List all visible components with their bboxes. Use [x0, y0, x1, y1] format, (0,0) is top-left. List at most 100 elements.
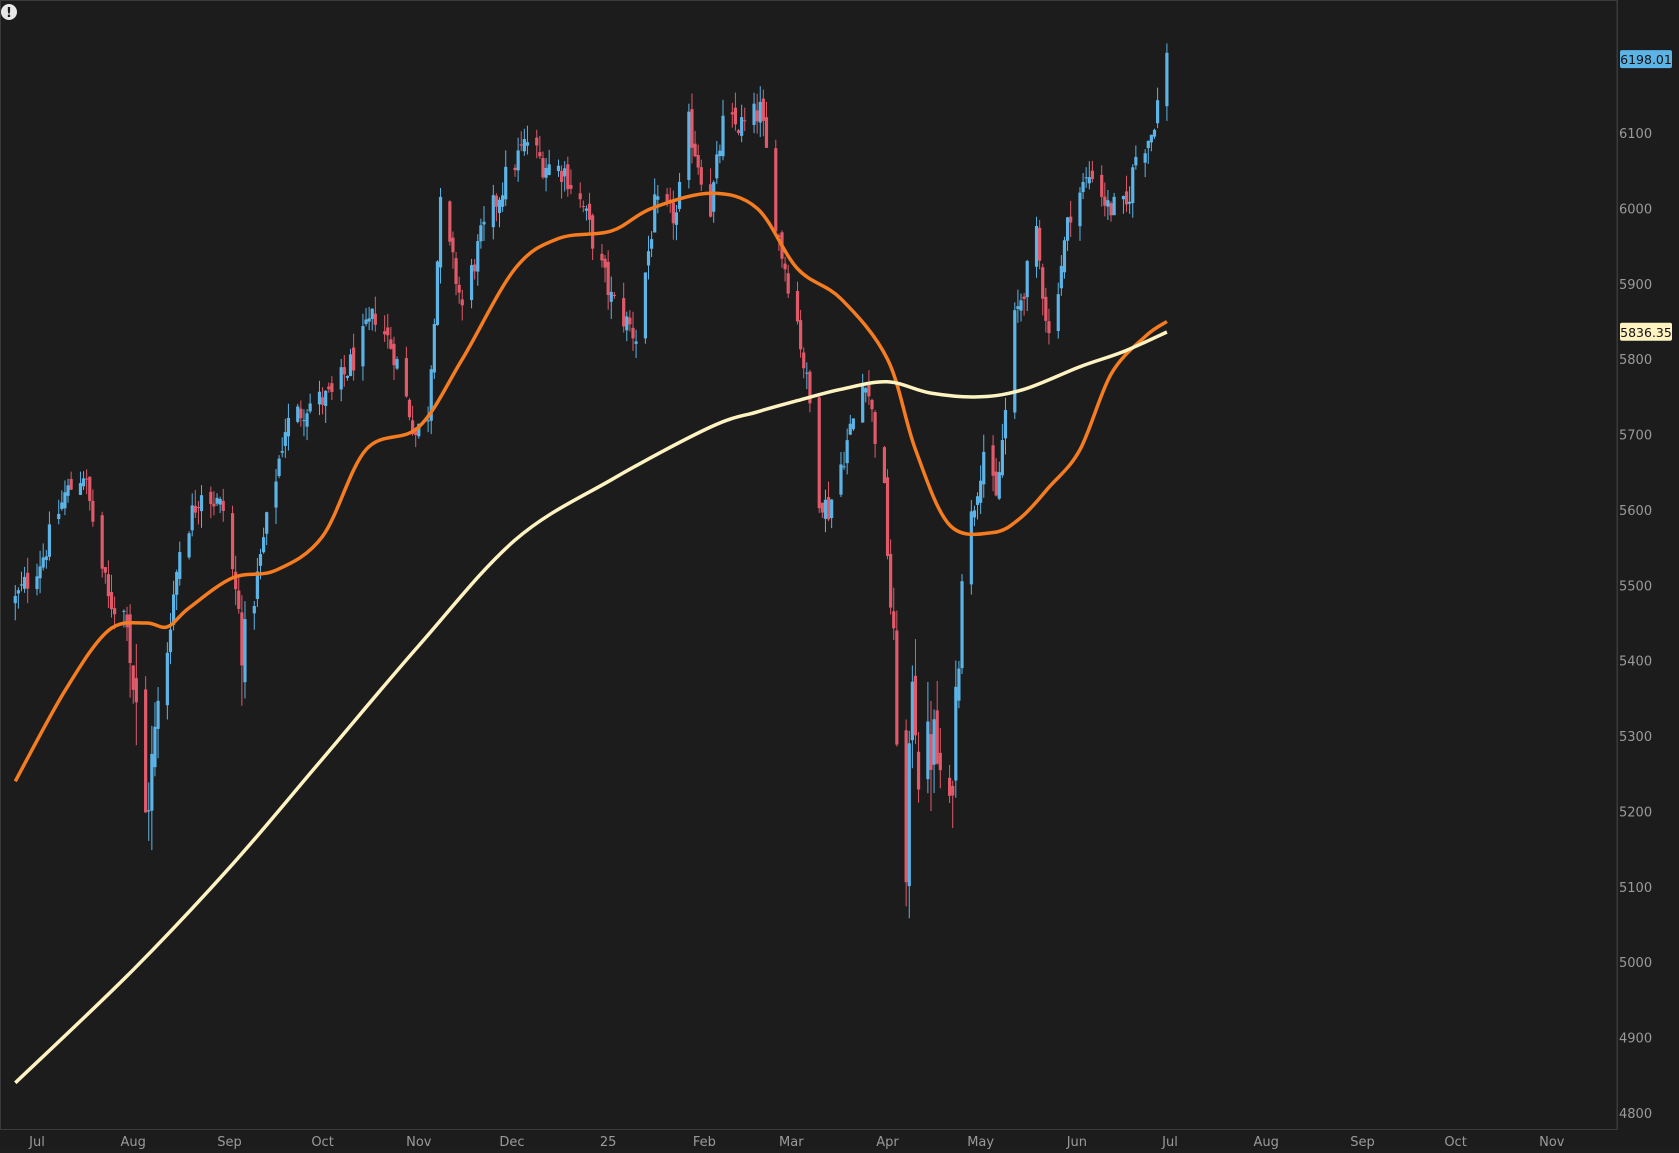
- candle: [774, 139, 778, 233]
- candle: [1143, 149, 1147, 178]
- candle: [1065, 216, 1070, 252]
- candle: [1069, 200, 1073, 237]
- candle: [277, 455, 281, 479]
- price-tick-label: 5100: [1619, 881, 1652, 896]
- candle: [677, 172, 682, 212]
- candle: [786, 264, 790, 299]
- candle: [255, 558, 259, 608]
- candle: [1131, 164, 1135, 218]
- candle: [612, 291, 616, 299]
- candle: [482, 206, 486, 241]
- candle: [193, 489, 197, 518]
- candle: [913, 639, 918, 745]
- candle: [47, 511, 52, 561]
- candle: [559, 165, 564, 199]
- time-tick-label: 25: [600, 1135, 617, 1149]
- candle: [634, 329, 638, 359]
- candle: [671, 190, 675, 240]
- candle: [566, 156, 570, 197]
- candle: [150, 725, 154, 851]
- alert-icon[interactable]: !: [1, 4, 17, 21]
- candle: [1044, 287, 1048, 333]
- candle: [44, 549, 48, 569]
- candle: [808, 369, 812, 413]
- candle: [910, 665, 914, 769]
- candle: [541, 151, 545, 180]
- candle: [848, 414, 852, 436]
- candle: [78, 471, 83, 496]
- candle: [693, 130, 697, 158]
- candle: [426, 406, 430, 433]
- candle: [1016, 289, 1020, 323]
- candle: [643, 272, 648, 344]
- last-price-label: 6198.01: [1620, 50, 1672, 69]
- candle: [954, 660, 958, 798]
- ma-fast-line: [13, 191, 1168, 783]
- candle: [305, 409, 309, 441]
- candle: [342, 355, 346, 387]
- candle: [826, 481, 831, 522]
- moving-averages-layer: [13, 191, 1168, 1085]
- candle: [1078, 187, 1082, 241]
- candle: [320, 387, 325, 415]
- candle: [1013, 302, 1017, 420]
- candle: [218, 496, 222, 514]
- candle: [85, 469, 89, 495]
- candle: [861, 373, 865, 423]
- candle: [128, 604, 132, 698]
- price-tick-label: 5400: [1619, 655, 1652, 670]
- candle: [1000, 423, 1004, 478]
- candle: [13, 585, 17, 621]
- candle: [451, 231, 455, 269]
- price-tick-label: 5500: [1619, 579, 1652, 594]
- candle: [286, 403, 291, 451]
- candle: [230, 505, 235, 577]
- candle: [609, 276, 613, 319]
- candle: [581, 200, 585, 213]
- candle: [839, 451, 843, 497]
- candle: [296, 403, 300, 424]
- candle: [361, 313, 365, 381]
- candle: [733, 92, 738, 131]
- candle: [134, 644, 138, 746]
- time-axis[interactable]: Jul Aug Sep Oct Nov Dec 25 Feb Mar Apr May Jun Jul Au…: [28, 1135, 1565, 1150]
- candle: [41, 543, 45, 571]
- candle: [327, 382, 331, 393]
- candle: [404, 346, 408, 398]
- candle: [730, 102, 734, 128]
- candle: [66, 478, 70, 503]
- time-tick-label: Oct: [1444, 1135, 1466, 1149]
- alert-icon-glyph: !: [6, 6, 12, 21]
- candle: [106, 560, 110, 608]
- candle: [975, 492, 980, 520]
- candle: [252, 600, 256, 630]
- candle: [57, 499, 61, 525]
- candle: [1025, 259, 1029, 312]
- candle: [352, 333, 356, 381]
- candle: [1149, 134, 1153, 152]
- candle: [628, 310, 632, 332]
- candle: [280, 437, 284, 458]
- candle: [1165, 43, 1169, 121]
- candles-layer: [13, 43, 1169, 919]
- candle: [299, 400, 303, 427]
- candle: [712, 180, 716, 223]
- candle: [317, 380, 322, 416]
- price-tick-label: 4800: [1619, 1107, 1652, 1122]
- candle: [1059, 255, 1063, 296]
- candle: [699, 159, 703, 191]
- candle: [948, 764, 952, 803]
- price-label-text: 6198.01: [1620, 52, 1672, 67]
- candle: [100, 511, 104, 578]
- candle: [516, 137, 520, 182]
- candle: [395, 356, 399, 371]
- candle: [867, 370, 871, 405]
- candle: [234, 555, 238, 606]
- candle: [1124, 175, 1129, 212]
- candle: [348, 348, 353, 377]
- price-tick-label: 5800: [1619, 353, 1652, 368]
- candle: [392, 336, 396, 381]
- price-axis[interactable]: 4800 4900 5000 5100 5200 5300 5400 5500 5600 5700…: [1619, 127, 1652, 1122]
